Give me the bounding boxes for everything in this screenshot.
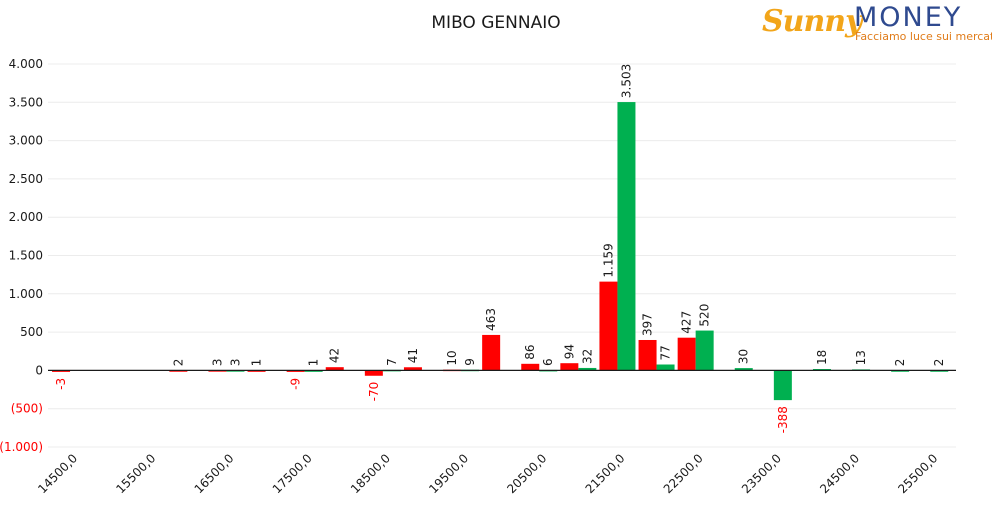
bar-put bbox=[325, 367, 344, 371]
data-label: 94 bbox=[562, 344, 576, 359]
logo-tagline: Facciamo luce sui mercati bbox=[855, 30, 992, 43]
x-tick-label: 17500,0 bbox=[270, 451, 315, 496]
y-tick-label: (500) bbox=[11, 402, 43, 416]
data-label: 77 bbox=[659, 345, 673, 360]
bar-put bbox=[638, 339, 657, 371]
bar-call bbox=[304, 370, 323, 372]
y-tick-label: 4.000 bbox=[9, 57, 43, 71]
sunny-money-logo: Sunny MONEY Facciamo luce sui mercati bbox=[762, 2, 992, 48]
bar-call bbox=[578, 367, 597, 371]
bar-put bbox=[247, 370, 266, 372]
y-axis-tick-labels: 4.000 3.500 3.000 2.500 2.000 1.500 1.000 500 0 (… bbox=[0, 57, 43, 454]
data-label: 9 bbox=[463, 358, 477, 366]
data-label: -70 bbox=[367, 382, 381, 402]
data-label: 463 bbox=[484, 308, 498, 331]
bar-put bbox=[560, 363, 579, 371]
y-tick-label: 1.500 bbox=[9, 249, 43, 263]
bar-put bbox=[482, 334, 501, 371]
data-label: 6 bbox=[541, 358, 555, 366]
bar-put bbox=[52, 370, 71, 372]
logo-word: Sunny bbox=[762, 4, 863, 39]
data-label: 32 bbox=[580, 349, 594, 364]
data-label: 30 bbox=[737, 349, 751, 364]
bars bbox=[52, 102, 949, 401]
data-label: 3 bbox=[210, 359, 224, 367]
bar-call bbox=[812, 369, 831, 371]
bar-put bbox=[521, 363, 540, 371]
y-tick-label: 2.000 bbox=[9, 210, 43, 224]
x-tick-label: 22500,0 bbox=[661, 451, 706, 496]
data-label: 7 bbox=[385, 358, 399, 366]
data-label: 427 bbox=[680, 311, 694, 334]
x-tick-label: 25500,0 bbox=[895, 451, 940, 496]
data-label: 2 bbox=[893, 359, 907, 367]
bar-put bbox=[403, 367, 422, 371]
x-tick-label: 18500,0 bbox=[348, 451, 393, 496]
x-tick-label: 16500,0 bbox=[192, 451, 237, 496]
bar-call bbox=[656, 364, 675, 371]
data-label: -3 bbox=[54, 378, 68, 390]
x-tick-label: 15500,0 bbox=[113, 451, 158, 496]
y-tick-label: (1.000) bbox=[0, 440, 43, 454]
x-tick-label: 24500,0 bbox=[817, 451, 862, 496]
data-label: 41 bbox=[406, 348, 420, 363]
bar-call bbox=[734, 368, 753, 371]
y-tick-label: 2.500 bbox=[9, 172, 43, 186]
bar-put bbox=[364, 370, 383, 376]
bar-call bbox=[617, 102, 636, 371]
data-label: -388 bbox=[776, 406, 790, 433]
data-label: 2 bbox=[932, 359, 946, 367]
y-tick-label: 3.500 bbox=[9, 95, 43, 109]
data-label: 10 bbox=[445, 350, 459, 365]
chart-title: MIBO GENNAIO bbox=[431, 13, 561, 33]
y-tick-label: 0 bbox=[35, 363, 43, 377]
data-label: 1 bbox=[250, 359, 264, 367]
bar-put bbox=[677, 337, 696, 371]
x-tick-label: 19500,0 bbox=[426, 451, 471, 496]
data-label: 3 bbox=[228, 359, 242, 367]
data-label: 1 bbox=[307, 359, 321, 367]
gridlines bbox=[48, 63, 956, 448]
x-tick-label: 14500,0 bbox=[35, 451, 80, 496]
x-axis-tick-labels: 14500,0 15500,0 16500,0 17500,0 18500,0 19500… bbox=[35, 451, 940, 496]
data-label: 3.503 bbox=[619, 64, 633, 98]
x-tick-label: 20500,0 bbox=[504, 451, 549, 496]
data-label: 42 bbox=[328, 348, 342, 363]
bar-put bbox=[286, 370, 305, 372]
x-tick-label: 21500,0 bbox=[583, 451, 628, 496]
data-label: -9 bbox=[289, 378, 303, 390]
bar-put bbox=[599, 281, 618, 371]
data-label: 18 bbox=[815, 350, 829, 365]
x-tick-label: 23500,0 bbox=[739, 451, 784, 496]
data-label: 86 bbox=[523, 345, 537, 360]
data-label: 397 bbox=[641, 313, 655, 336]
data-label: 520 bbox=[698, 304, 712, 327]
data-label: 2 bbox=[171, 359, 185, 367]
y-tick-label: 1.000 bbox=[9, 287, 43, 301]
y-tick-label: 500 bbox=[20, 325, 43, 339]
bar-call bbox=[695, 330, 714, 371]
data-label: 1.159 bbox=[601, 243, 615, 277]
data-label: 13 bbox=[854, 350, 868, 365]
y-tick-label: 3.000 bbox=[9, 134, 43, 148]
logo-brand: MONEY bbox=[854, 2, 963, 33]
bar-call bbox=[773, 370, 792, 401]
